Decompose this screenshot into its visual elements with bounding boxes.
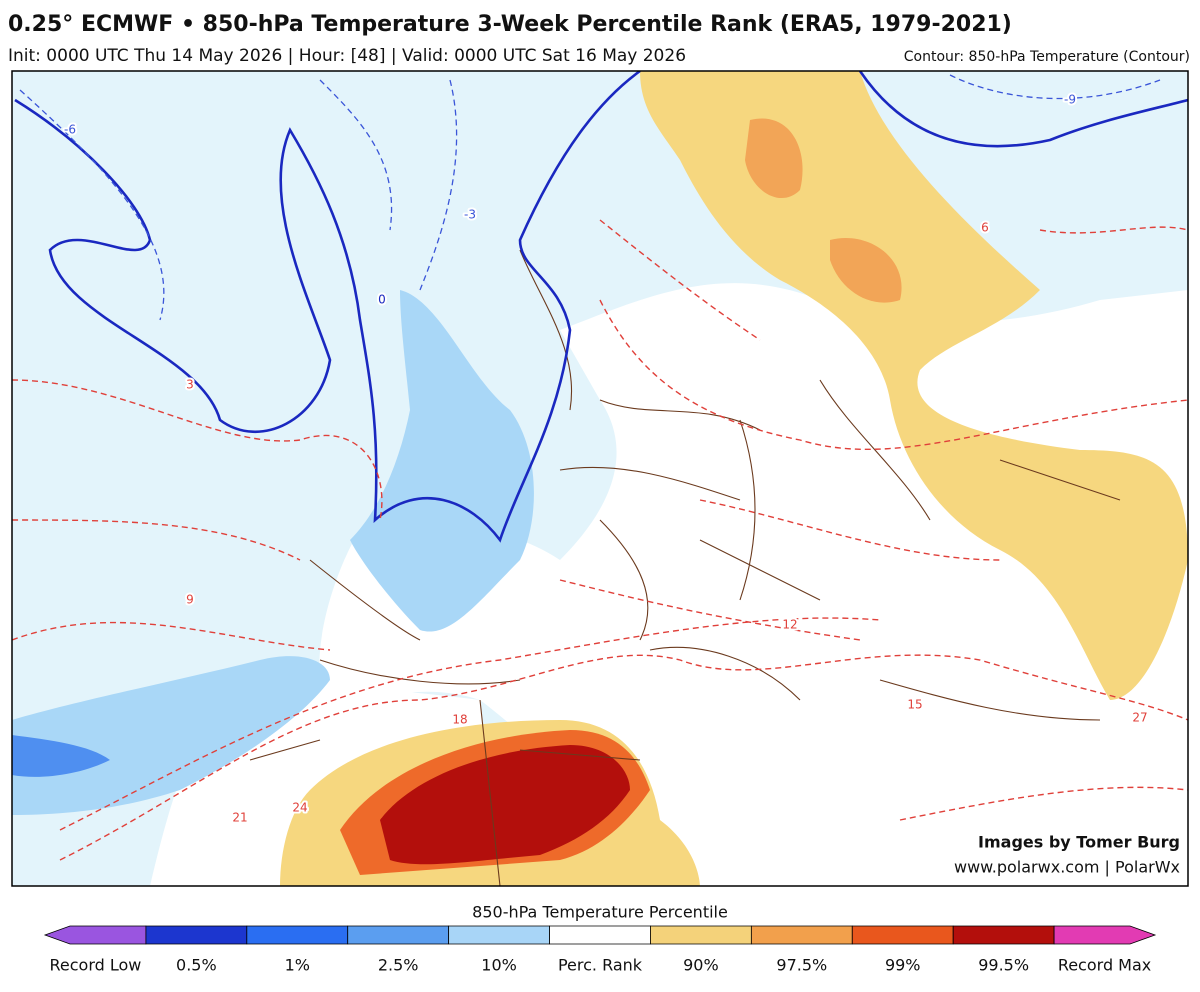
colorbar-segment bbox=[448, 925, 550, 945]
area-90 bbox=[640, 71, 1188, 700]
contour-labels: -9 -6 -3 0 3 6 9 12 15 18 21 24 27 bbox=[62, 91, 1150, 827]
subtitle: Init: 0000 UTC Thu 14 May 2026 | Hour: [… bbox=[8, 46, 686, 66]
colorbar-segment bbox=[43, 925, 147, 945]
map-frame bbox=[11, 70, 1189, 887]
colorbar-segment bbox=[952, 925, 1055, 945]
colorbar-label: 90% bbox=[683, 956, 719, 975]
area-97 bbox=[830, 238, 902, 303]
colorbar-label: 0.5% bbox=[176, 956, 217, 975]
colorbar-segment bbox=[750, 925, 853, 945]
contour-label: 0 bbox=[378, 293, 386, 307]
colorbar-segment bbox=[347, 925, 450, 945]
colorbar-segment bbox=[549, 925, 651, 945]
area-2-5 bbox=[12, 735, 110, 777]
cold-contour bbox=[19, 74, 1161, 321]
colorbar-title: 850-hPa Temperature Percentile bbox=[472, 903, 728, 922]
colorbar-segment bbox=[145, 925, 248, 945]
contour-label: 3 bbox=[186, 378, 194, 392]
colorbar-label: Record Low bbox=[50, 956, 142, 975]
colorbar-label: 10% bbox=[481, 956, 517, 975]
contour-note: Contour: 850-hPa Temperature (Contour) bbox=[904, 49, 1190, 65]
contour-label: 9 bbox=[186, 593, 194, 607]
contour-label: 6 bbox=[981, 221, 989, 235]
warm-contour bbox=[12, 219, 1188, 861]
colorbar-label: 99.5% bbox=[978, 956, 1029, 975]
title: 0.25° ECMWF • 850-hPa Temperature 3-Week… bbox=[8, 12, 1012, 37]
colorbar-segment bbox=[1053, 925, 1157, 945]
colorbar-label: Record Max bbox=[1058, 956, 1151, 975]
contour-label: 24 bbox=[292, 801, 307, 815]
area-99-5 bbox=[380, 745, 630, 865]
map bbox=[12, 71, 1188, 886]
colorbar-label: 2.5% bbox=[378, 956, 419, 975]
colorbar-segment bbox=[246, 925, 349, 945]
contour-label: -6 bbox=[64, 123, 76, 137]
zero-contour bbox=[14, 71, 1188, 543]
credit: www.polarwx.com | PolarWx bbox=[954, 858, 1180, 877]
colorbar-segment bbox=[851, 925, 954, 945]
area-97 bbox=[745, 118, 803, 199]
contour-label: 21 bbox=[232, 811, 247, 825]
contour-label: 15 bbox=[907, 698, 922, 712]
contour-label: -9 bbox=[1064, 93, 1076, 107]
colorbar-label: 99% bbox=[885, 956, 921, 975]
colorbar: Record Low 0.5% 1% 2.5% 10% Perc. Rank 90% 97.5… bbox=[43, 925, 1157, 975]
area-10 bbox=[350, 290, 534, 632]
colorbar-label: 97.5% bbox=[776, 956, 827, 975]
colorbar-label: 1% bbox=[285, 956, 310, 975]
colorbar-label: Perc. Rank bbox=[558, 956, 643, 975]
contour-label: 12 bbox=[782, 618, 797, 632]
credit: Images by Tomer Burg bbox=[978, 833, 1180, 852]
area-10 bbox=[12, 656, 330, 815]
contour-label: 18 bbox=[452, 713, 467, 727]
borders bbox=[249, 249, 1121, 886]
contour-label: 27 bbox=[1132, 711, 1147, 725]
colorbar-segment bbox=[650, 925, 752, 945]
contour-label: -3 bbox=[464, 208, 476, 222]
